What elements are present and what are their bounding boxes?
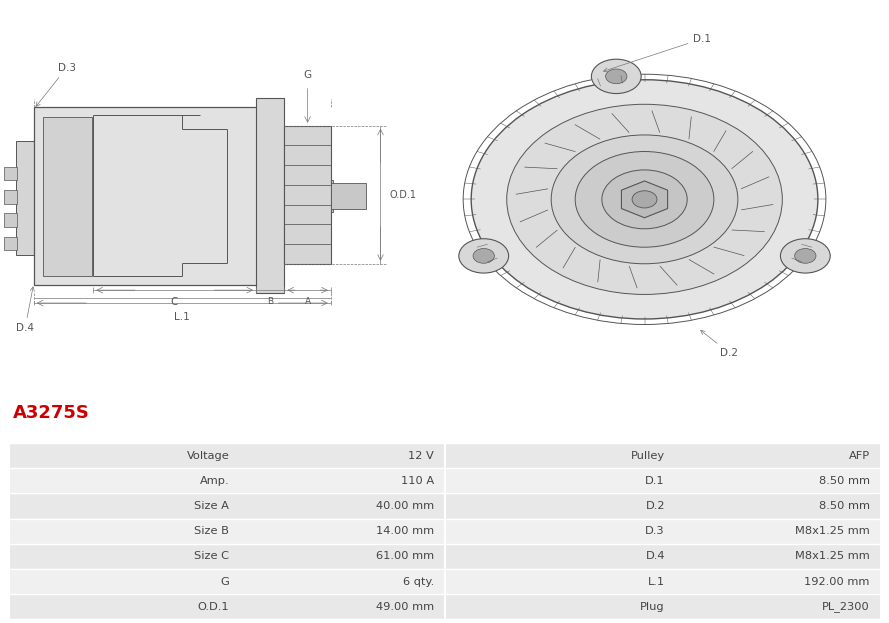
Circle shape	[575, 151, 714, 247]
Text: 12 V: 12 V	[408, 450, 434, 460]
Text: A3275S: A3275S	[13, 404, 90, 422]
Text: D.4: D.4	[645, 551, 665, 561]
FancyBboxPatch shape	[9, 468, 444, 493]
Text: Size B: Size B	[195, 526, 229, 536]
FancyBboxPatch shape	[9, 443, 444, 468]
Circle shape	[781, 239, 830, 273]
Circle shape	[551, 135, 738, 264]
Polygon shape	[621, 181, 668, 218]
FancyBboxPatch shape	[444, 518, 880, 544]
Text: AFP: AFP	[848, 450, 869, 460]
Text: Pulley: Pulley	[631, 450, 665, 460]
FancyBboxPatch shape	[444, 544, 880, 569]
Text: D.2: D.2	[645, 501, 665, 511]
FancyBboxPatch shape	[444, 594, 880, 619]
FancyBboxPatch shape	[444, 443, 880, 468]
Text: D.2: D.2	[701, 330, 738, 358]
Text: Plug: Plug	[640, 602, 665, 612]
Text: 192.00 mm: 192.00 mm	[805, 577, 869, 587]
FancyBboxPatch shape	[9, 518, 444, 544]
Circle shape	[471, 80, 818, 319]
Circle shape	[591, 59, 641, 93]
Text: Size A: Size A	[195, 501, 229, 511]
Bar	[4, 214, 17, 227]
Text: C: C	[171, 297, 178, 307]
Text: 14.00 mm: 14.00 mm	[376, 526, 434, 536]
Bar	[4, 237, 17, 250]
Bar	[16, 141, 36, 255]
Bar	[331, 183, 366, 209]
Bar	[284, 126, 331, 264]
Text: 6 qty.: 6 qty.	[403, 577, 434, 587]
Text: 40.00 mm: 40.00 mm	[376, 501, 434, 511]
Circle shape	[602, 170, 687, 229]
Circle shape	[473, 249, 494, 264]
Text: L.1: L.1	[174, 312, 190, 321]
Text: A: A	[305, 297, 310, 306]
Circle shape	[632, 191, 657, 208]
FancyBboxPatch shape	[444, 569, 880, 594]
Bar	[34, 107, 260, 285]
Circle shape	[507, 104, 782, 295]
Text: Amp.: Amp.	[200, 476, 229, 486]
Text: 49.00 mm: 49.00 mm	[376, 602, 434, 612]
Text: D.4: D.4	[16, 287, 35, 333]
Bar	[256, 98, 284, 293]
FancyBboxPatch shape	[444, 468, 880, 493]
Circle shape	[459, 239, 509, 273]
Circle shape	[795, 249, 816, 264]
FancyBboxPatch shape	[9, 544, 444, 569]
Text: Size C: Size C	[195, 551, 229, 561]
Text: 110 A: 110 A	[401, 476, 434, 486]
Text: D.3: D.3	[36, 62, 76, 107]
Text: G: G	[220, 577, 229, 587]
Text: G: G	[303, 70, 312, 80]
Text: PL_2300: PL_2300	[822, 601, 869, 612]
FancyBboxPatch shape	[444, 493, 880, 518]
Bar	[4, 167, 17, 180]
FancyBboxPatch shape	[9, 569, 444, 594]
Text: 8.50 mm: 8.50 mm	[819, 476, 869, 486]
Bar	[43, 117, 92, 276]
Text: O.D.1: O.D.1	[197, 602, 229, 612]
Text: M8x1.25 mm: M8x1.25 mm	[795, 526, 869, 536]
Text: D.1: D.1	[645, 476, 665, 486]
Text: D.1: D.1	[604, 34, 711, 72]
Text: 8.50 mm: 8.50 mm	[819, 501, 869, 511]
FancyBboxPatch shape	[9, 594, 444, 619]
Text: B: B	[268, 297, 273, 306]
Text: O.D.1: O.D.1	[389, 190, 416, 200]
Text: D.3: D.3	[645, 526, 665, 536]
Bar	[4, 190, 17, 204]
Bar	[284, 179, 333, 212]
Circle shape	[605, 69, 627, 83]
Text: L.1: L.1	[648, 577, 665, 587]
Text: 61.00 mm: 61.00 mm	[376, 551, 434, 561]
Text: M8x1.25 mm: M8x1.25 mm	[795, 551, 869, 561]
FancyBboxPatch shape	[9, 493, 444, 518]
Text: Voltage: Voltage	[187, 450, 229, 460]
